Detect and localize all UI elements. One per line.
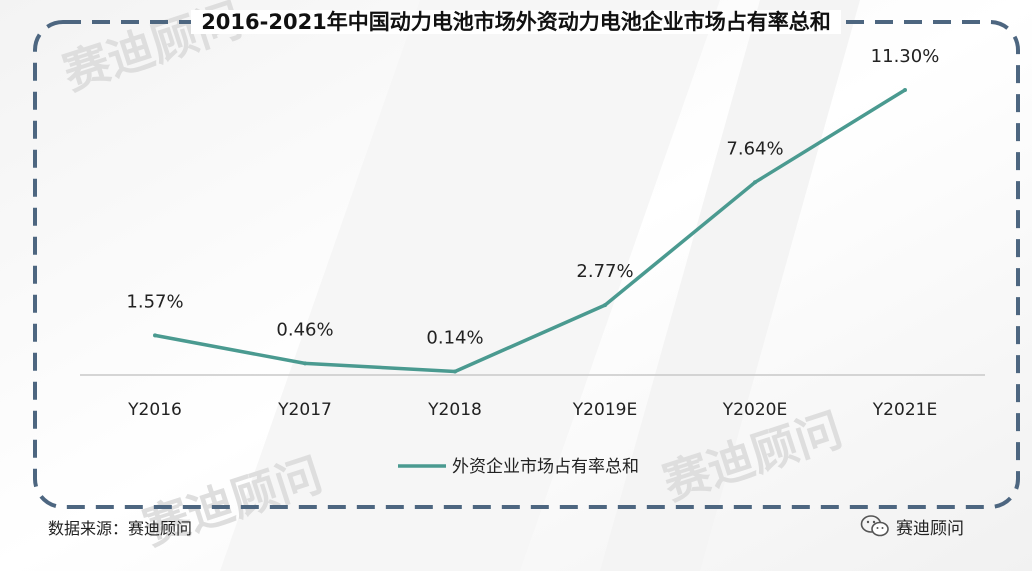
data-label: 1.57% bbox=[126, 291, 183, 312]
x-tick-label: Y2016 bbox=[127, 400, 182, 420]
series-line bbox=[154, 88, 906, 374]
chart-title: 2016-2021年中国动力电池市场外资动力电池企业市场占有率总和 bbox=[0, 4, 1032, 40]
legend-label: 外资企业市场占有率总和 bbox=[452, 457, 639, 477]
data-point bbox=[603, 303, 607, 308]
brand-badge: 赛迪顾问 bbox=[860, 512, 964, 540]
data-label: 7.64% bbox=[726, 138, 783, 159]
data-point bbox=[153, 333, 157, 338]
data-label: 0.46% bbox=[276, 319, 333, 340]
x-tick-label: Y2019E bbox=[572, 400, 637, 420]
wechat-icon bbox=[860, 515, 889, 537]
x-tick-label: Y2021E bbox=[872, 400, 937, 420]
legend: 外资企业市场占有率总和 bbox=[398, 457, 639, 477]
data-point bbox=[753, 180, 757, 185]
x-tick-label: Y2017 bbox=[277, 400, 332, 420]
data-label: 0.14% bbox=[426, 327, 483, 348]
x-tick-label: Y2018 bbox=[427, 400, 482, 420]
data-point bbox=[303, 361, 307, 366]
plot-area: 1.57% Y2016 0.46% Y2017 0.14% Y2018 2.77% Y2019… bbox=[126, 46, 939, 420]
chart-title-text: 2016-2021年中国动力电池市场外资动力电池企业市场占有率总和 bbox=[191, 10, 841, 34]
data-point bbox=[903, 88, 907, 92]
chart-frame bbox=[33, 20, 1020, 509]
data-label: 2.77% bbox=[576, 261, 633, 282]
data-point bbox=[453, 369, 457, 374]
x-tick-label: Y2020E bbox=[722, 400, 787, 420]
data-source: 数据来源：赛迪顾问 bbox=[48, 519, 193, 538]
brand-name: 赛迪顾问 bbox=[896, 518, 964, 539]
data-label: 11.30% bbox=[871, 46, 940, 67]
